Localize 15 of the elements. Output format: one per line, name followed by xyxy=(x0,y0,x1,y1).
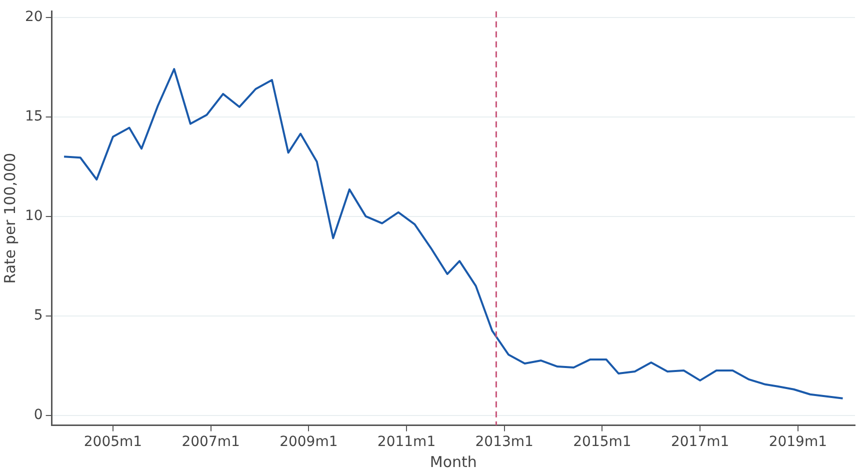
x-tick-label: 2019m1 xyxy=(768,434,828,450)
x-tick-label: 2017m1 xyxy=(670,434,730,450)
x-tick-label: 2015m1 xyxy=(573,434,632,450)
y-tick-label: 5 xyxy=(34,307,43,324)
x-tick-label: 2011m1 xyxy=(377,434,436,450)
x-tick-label: 2013m1 xyxy=(475,434,534,450)
x-tick-label: 2007m1 xyxy=(182,434,240,450)
x-tick-label: 2009m1 xyxy=(280,434,338,450)
y-tick-label: 10 xyxy=(24,208,43,224)
y-tick-label: 15 xyxy=(24,108,43,124)
y-tick-label: 0 xyxy=(34,406,43,423)
x-axis-title: Month xyxy=(430,452,477,471)
x-tick-label: 2005m1 xyxy=(84,434,142,450)
y-axis-title: Rate per 100,000 xyxy=(0,152,19,284)
y-tick-label: 20 xyxy=(24,9,43,26)
